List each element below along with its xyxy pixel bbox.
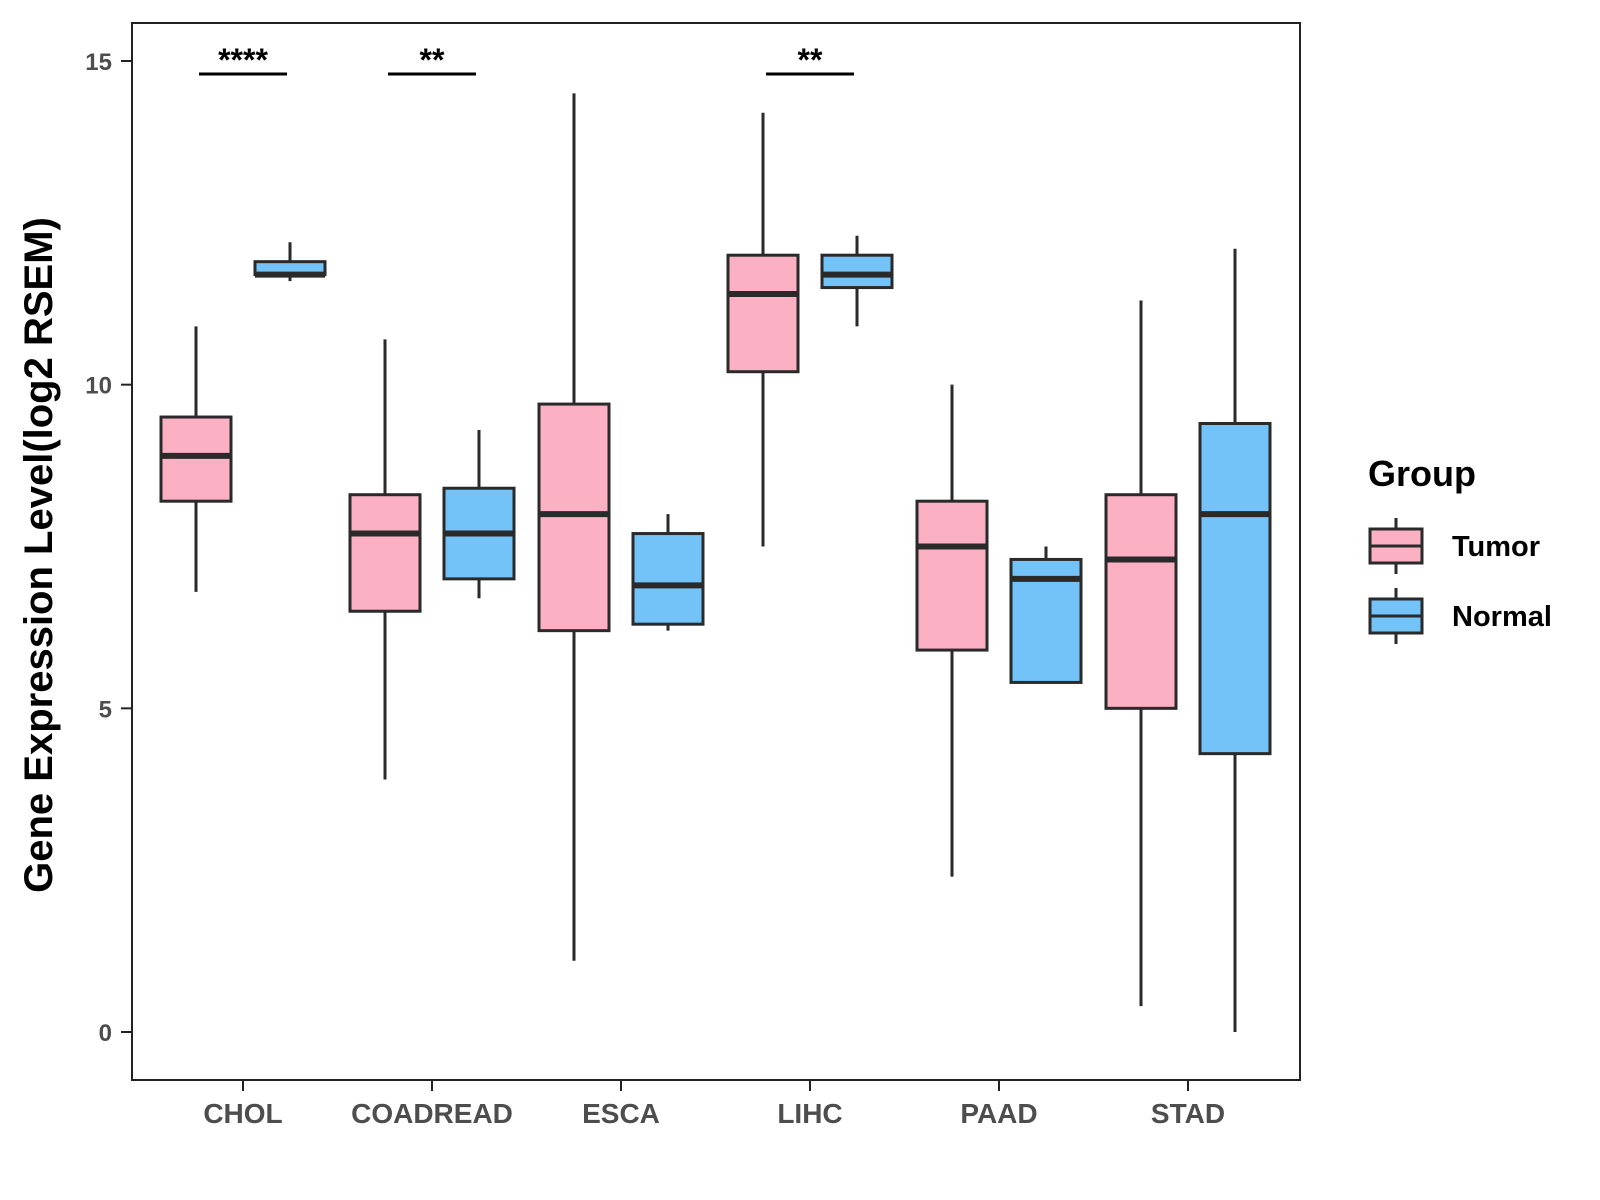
legend-item-normal: Normal bbox=[1368, 588, 1552, 644]
box-iqr bbox=[915, 499, 989, 652]
legend-label: Normal bbox=[1452, 601, 1552, 633]
box-normal-lihc bbox=[820, 235, 894, 327]
box-normal-esca bbox=[631, 514, 705, 631]
x-tick-label: STAD bbox=[1151, 1098, 1225, 1129]
y-axis-title: Gene Expression Level(log2 RSEM) bbox=[17, 217, 61, 893]
x-tick-label: PAAD bbox=[960, 1098, 1037, 1129]
box-iqr bbox=[726, 253, 800, 374]
box-layer bbox=[159, 93, 1272, 1032]
legend: Group Tumor Normal bbox=[1368, 453, 1552, 644]
y-tick-label: 10 bbox=[85, 373, 112, 400]
x-tick-label: COADREAD bbox=[351, 1098, 513, 1129]
box-iqr bbox=[159, 415, 233, 503]
plot-panel-border bbox=[131, 22, 1301, 1081]
significance-label: ** bbox=[420, 42, 445, 78]
box-iqr bbox=[1104, 493, 1178, 710]
axis-ticks: 0 5 10 15 CHOL COADREAD ESCA LIHC PAAD STAD bbox=[85, 49, 1225, 1129]
legend-title: Group bbox=[1368, 453, 1476, 494]
x-tick-label: LIHC bbox=[777, 1098, 842, 1129]
box-tumor-esca bbox=[537, 93, 611, 961]
box-tumor-chol bbox=[159, 326, 233, 592]
box-tumor-coadread bbox=[348, 339, 422, 780]
x-tick-label: ESCA bbox=[582, 1098, 660, 1129]
box-iqr bbox=[820, 253, 894, 290]
box-tumor-lihc bbox=[726, 112, 800, 547]
box-normal-stad bbox=[1198, 248, 1272, 1032]
legend-item-tumor: Tumor bbox=[1368, 518, 1540, 574]
significance-label: **** bbox=[218, 42, 268, 78]
significance-annotations: **** ** ** bbox=[199, 42, 854, 78]
box-iqr bbox=[537, 402, 611, 633]
box-tumor-paad bbox=[915, 384, 989, 877]
significance-label: ** bbox=[798, 42, 823, 78]
box-tumor-stad bbox=[1104, 300, 1178, 1007]
box-normal-chol bbox=[253, 242, 327, 282]
box-iqr bbox=[631, 532, 705, 626]
box-iqr bbox=[348, 493, 422, 613]
box-iqr bbox=[1198, 422, 1272, 756]
x-tick-label: CHOL bbox=[203, 1098, 282, 1129]
y-tick-label: 0 bbox=[99, 1020, 112, 1047]
legend-label: Tumor bbox=[1452, 531, 1540, 563]
y-tick-label: 15 bbox=[85, 49, 112, 76]
y-tick-label: 5 bbox=[99, 696, 112, 723]
box-normal-coadread bbox=[442, 429, 516, 599]
box-normal-paad bbox=[1009, 546, 1083, 684]
